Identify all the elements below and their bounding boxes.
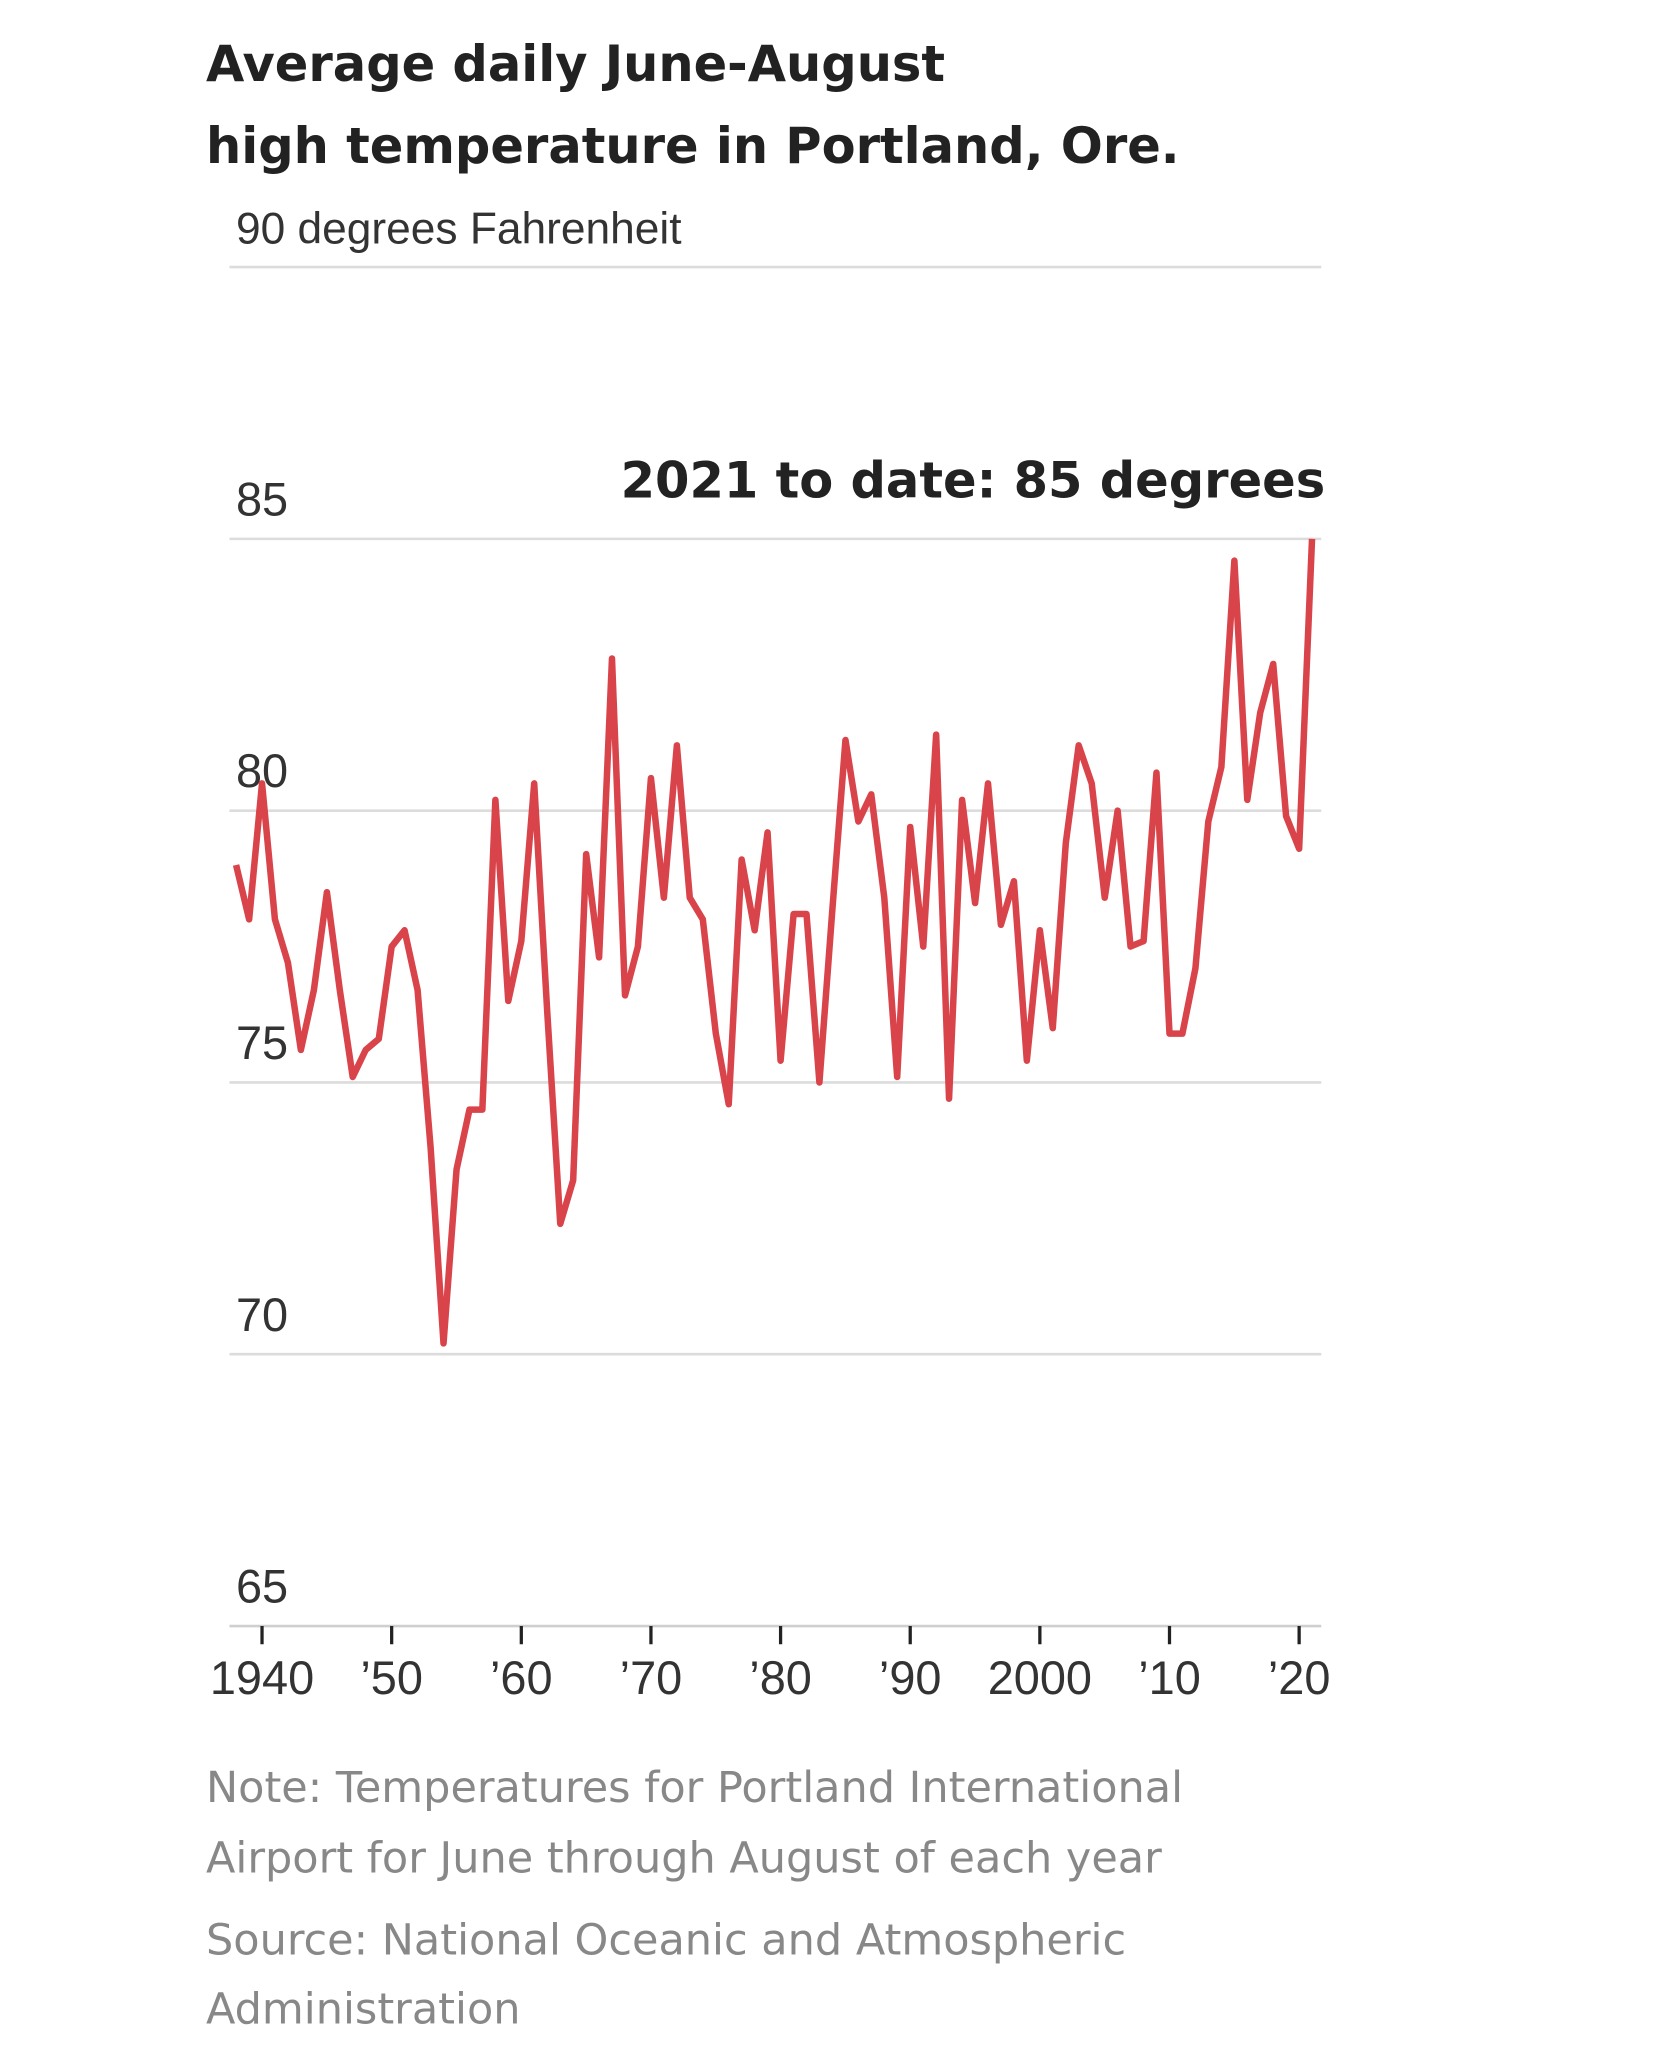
x-tick-label-1980: ’80 — [749, 1652, 812, 1704]
source-line-2: Administration — [206, 1984, 521, 2034]
x-tick-label-2010: ’10 — [1138, 1652, 1201, 1704]
y-tick-label-90: 90 degrees Fahrenheit — [236, 205, 682, 254]
note-line-2: Airport for June through August of each … — [206, 1833, 1162, 1883]
x-tick-label-2020: ’20 — [1268, 1652, 1331, 1704]
x-tick-label-1960: ’60 — [490, 1652, 553, 1704]
y-tick-label-70: 70 — [236, 1289, 288, 1341]
x-tick-label-1950: ’50 — [360, 1652, 423, 1704]
y-tick-label-75: 75 — [236, 1017, 288, 1069]
x-tick-label-1970: ’70 — [620, 1652, 683, 1704]
chart-title-line-2: high temperature in Portland, Ore. — [206, 117, 1180, 175]
x-tick-label-1940: 1940 — [210, 1652, 314, 1704]
note-line-1: Note: Temperatures for Portland Internat… — [206, 1763, 1183, 1813]
source-line-1: Source: National Oceanic and Atmospheric — [206, 1915, 1126, 1965]
y-tick-label-65: 65 — [236, 1561, 288, 1613]
y-tick-label-85: 85 — [236, 473, 288, 525]
x-tick-label-1990: ’90 — [879, 1652, 942, 1704]
series-line — [232, 538, 1316, 1347]
x-tick-label-2000: 2000 — [988, 1652, 1092, 1704]
annotation-2021: 2021 to date: 85 degrees — [621, 452, 1326, 510]
chart-title-line-1: Average daily June-August — [206, 35, 945, 93]
